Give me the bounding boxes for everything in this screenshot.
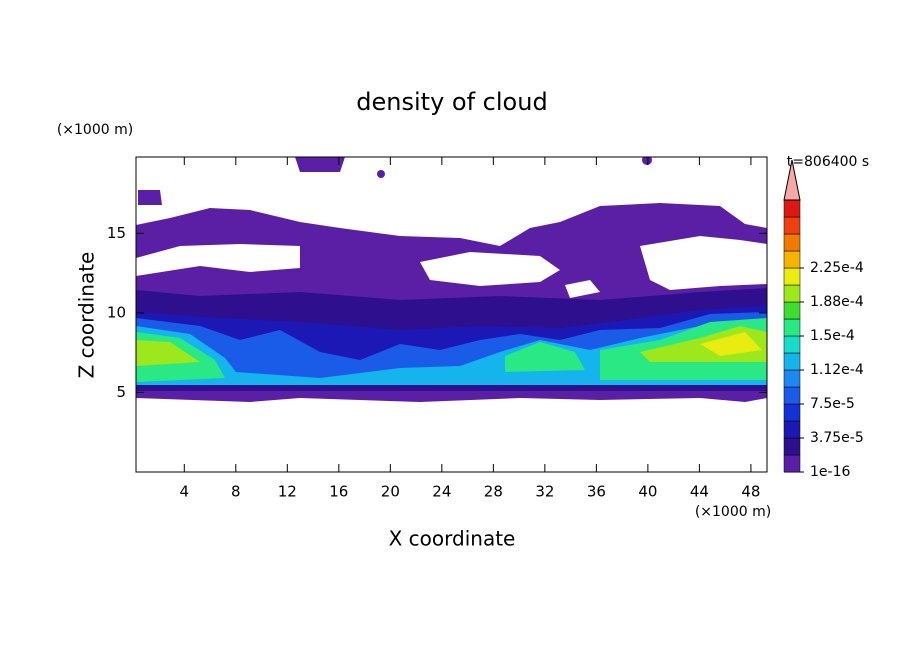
x-tick-label: 36	[587, 483, 606, 501]
colorbar-band	[783, 386, 801, 405]
x-tick-label: 40	[638, 483, 657, 501]
colorbar-band	[783, 335, 801, 354]
colorbar-label: 7.5e-5	[810, 396, 855, 412]
colorbar-band	[783, 199, 801, 218]
colorbar-band	[783, 250, 801, 269]
colorbar-band	[783, 233, 801, 252]
colorbar-band	[783, 369, 801, 388]
colorbar-band	[783, 216, 801, 235]
colorbar-band	[783, 301, 801, 320]
colorbar-label: 1.5e-4	[810, 328, 855, 344]
x-tick-label: 12	[278, 483, 297, 501]
colorbar-band	[783, 267, 801, 286]
x-tick-label: 20	[381, 483, 400, 501]
colorbar-band	[783, 437, 801, 456]
x-tick-label: 24	[432, 483, 451, 501]
colorbar-label: 1.12e-4	[810, 362, 864, 378]
x-tick-label: 8	[231, 483, 241, 501]
colorbar-band	[783, 318, 801, 337]
colorbar-band	[783, 284, 801, 303]
colorbar-band	[783, 403, 801, 422]
x-tick-label: 48	[741, 483, 760, 501]
colorbar-label: 2.25e-4	[810, 260, 864, 276]
x-tick-label: 4	[180, 483, 190, 501]
colorbar-label: 1.88e-4	[810, 294, 864, 310]
contour-field	[136, 157, 767, 402]
x-tick-label: 32	[535, 483, 554, 501]
x-tick-label: 44	[690, 483, 709, 501]
y-unit: (×1000 m)	[57, 122, 133, 138]
colorbar-band	[783, 420, 801, 439]
colorbar-band	[783, 352, 801, 371]
x-axis-label: X coordinate	[389, 527, 516, 551]
colorbar-label: 3.75e-5	[810, 430, 864, 446]
chart-title: density of cloud	[356, 88, 547, 116]
y-tick-label: 10	[107, 303, 126, 321]
x-tick-label: 16	[329, 483, 348, 501]
y-axis-label: Z coordinate	[75, 252, 99, 379]
y-tick-label: 5	[116, 383, 126, 401]
colorbar-band	[783, 454, 801, 473]
x-unit: (×1000 m)	[695, 504, 771, 520]
y-tick-label: 15	[107, 224, 126, 242]
x-tick-label: 28	[484, 483, 503, 501]
colorbar-label: 1e-16	[810, 464, 850, 480]
colorbar-extend	[783, 159, 801, 201]
time-annotation: t=806400 s	[787, 154, 869, 170]
plot-frame	[135, 156, 768, 473]
